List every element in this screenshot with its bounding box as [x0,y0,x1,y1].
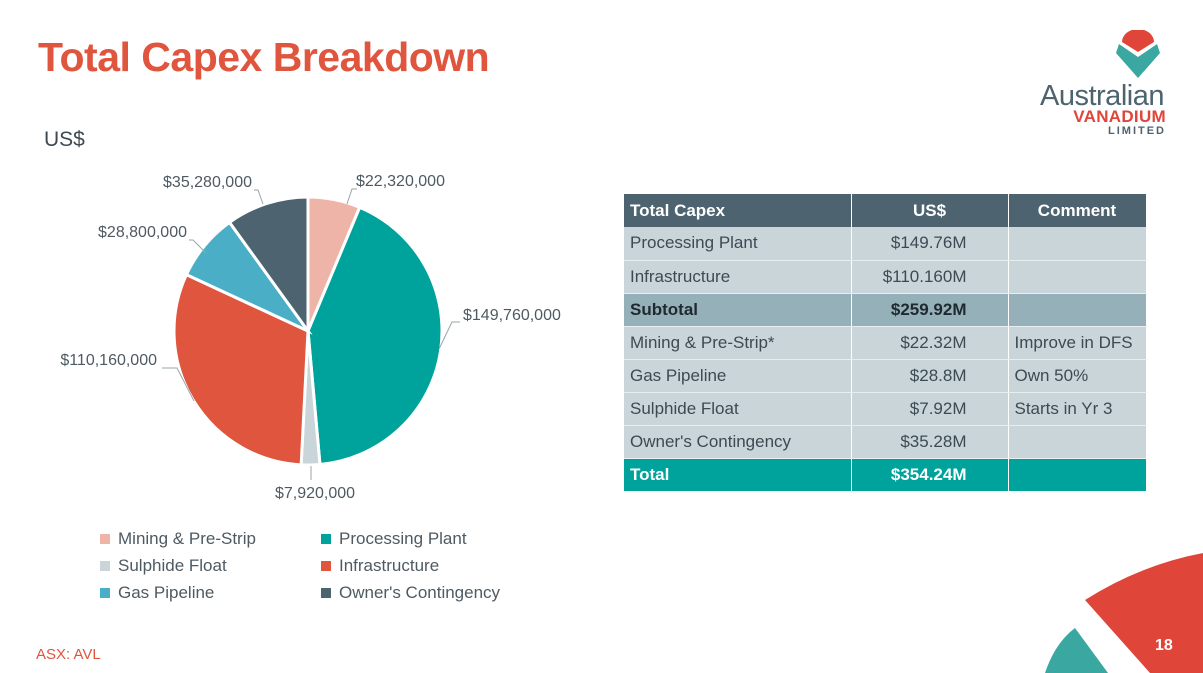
table-cell: Processing Plant [624,227,852,261]
pie-slice [227,195,310,336]
legend-label: Gas Pipeline [118,582,215,602]
table-cell: Owner's Contingency [624,425,852,459]
table-cell [1008,227,1147,261]
data-label: $7,920,000 [275,485,355,502]
legend-label: Owner's Contingency [339,582,501,602]
data-label: $22,320,000 [356,173,445,190]
legend-label: Processing Plant [339,528,467,548]
table-cell: Total [624,458,852,491]
legend-item: Gas Pipeline [100,582,321,603]
leader-line [162,367,195,402]
capex-table: Total Capex US$ Comment Processing Plant… [624,194,1147,491]
table-header-cell: Comment [1008,194,1147,227]
table-cell: Mining & Pre-Strip* [624,326,852,360]
legend-item: Owner's Contingency [321,582,551,603]
data-label: $35,280,000 [163,174,252,191]
logo-text-australian: Australian [1040,80,1164,112]
capex-pie-chart: $22,320,000 $149,760,000 $7,920,000 $110,16… [60,173,561,502]
table-row: Sulphide Float $7.92M Starts in Yr 3 [624,392,1147,426]
leader-line [254,189,264,205]
legend-label: Infrastructure [339,555,440,575]
legend-swatch [321,587,331,598]
table-cell: Own 50% [1008,359,1147,393]
table-cell: $7.92M [851,392,1009,426]
page-number: 18 [1155,637,1173,654]
table-cell: $35.28M [851,425,1009,459]
table-cell [1008,293,1147,327]
legend-swatch [100,533,110,544]
pie-legend: Mining & Pre-Strip Processing Plant Sulphi… [100,528,560,603]
pie-slice [306,205,444,467]
table-cell: Starts in Yr 3 [1008,392,1147,426]
table-cell: $28.8M [851,359,1009,393]
table-cell [1008,458,1147,491]
table-cell [1008,260,1147,294]
legend-swatch [100,560,110,571]
table-cell: Sulphide Float [624,392,852,426]
table-header-cell: Total Capex [624,194,852,227]
legend-item: Sulphide Float [100,555,321,576]
logo-text-limited: LIMITED [1108,125,1166,137]
table-cell: Gas Pipeline [624,359,852,393]
table-row: Infrastructure $110.160M [624,260,1147,294]
table-cell: $110.160M [851,260,1009,294]
table-cell: $259.92M [851,293,1009,327]
table-cell: Infrastructure [624,260,852,294]
leader-line [438,321,460,350]
company-logo-icon [1116,30,1160,78]
leader-line [189,239,207,254]
table-row: Owner's Contingency $35.28M [624,425,1147,459]
table-total-row: Total $354.24M [624,458,1147,491]
currency-label: US$ [44,128,85,151]
legend-swatch [321,533,331,544]
table-cell: $149.76M [851,227,1009,261]
table-cell: $22.32M [851,326,1009,360]
table-row: Gas Pipeline $28.8M Own 50% [624,359,1147,393]
legend-label: Mining & Pre-Strip [118,528,256,548]
data-label: $28,800,000 [98,224,187,241]
table-cell: Improve in DFS [1008,326,1147,360]
legend-label: Sulphide Float [118,555,227,575]
table-row: Mining & Pre-Strip* $22.32M Improve in DFS [624,326,1147,360]
table-header-row: Total Capex US$ Comment [624,194,1147,227]
legend-item: Mining & Pre-Strip [100,528,321,549]
legend-swatch [100,587,110,598]
asx-ticker: ASX: AVL [36,646,101,663]
leader-line [346,188,357,205]
data-label: $110,160,000 [60,352,157,369]
logo-text-vanadium: VANADIUM [1073,107,1166,126]
table-row: Processing Plant $149.76M [624,227,1147,261]
table-cell [1008,425,1147,459]
data-label: $149,760,000 [463,307,561,324]
table-subtotal-row: Subtotal $259.92M [624,293,1147,327]
table-cell: Subtotal [624,293,852,327]
legend-item: Processing Plant [321,528,551,549]
slide-title: Total Capex Breakdown [38,34,490,80]
table-header-cell: US$ [851,194,1009,227]
table-cell: $354.24M [851,458,1009,491]
legend-swatch [321,560,331,571]
legend-item: Infrastructure [321,555,551,576]
